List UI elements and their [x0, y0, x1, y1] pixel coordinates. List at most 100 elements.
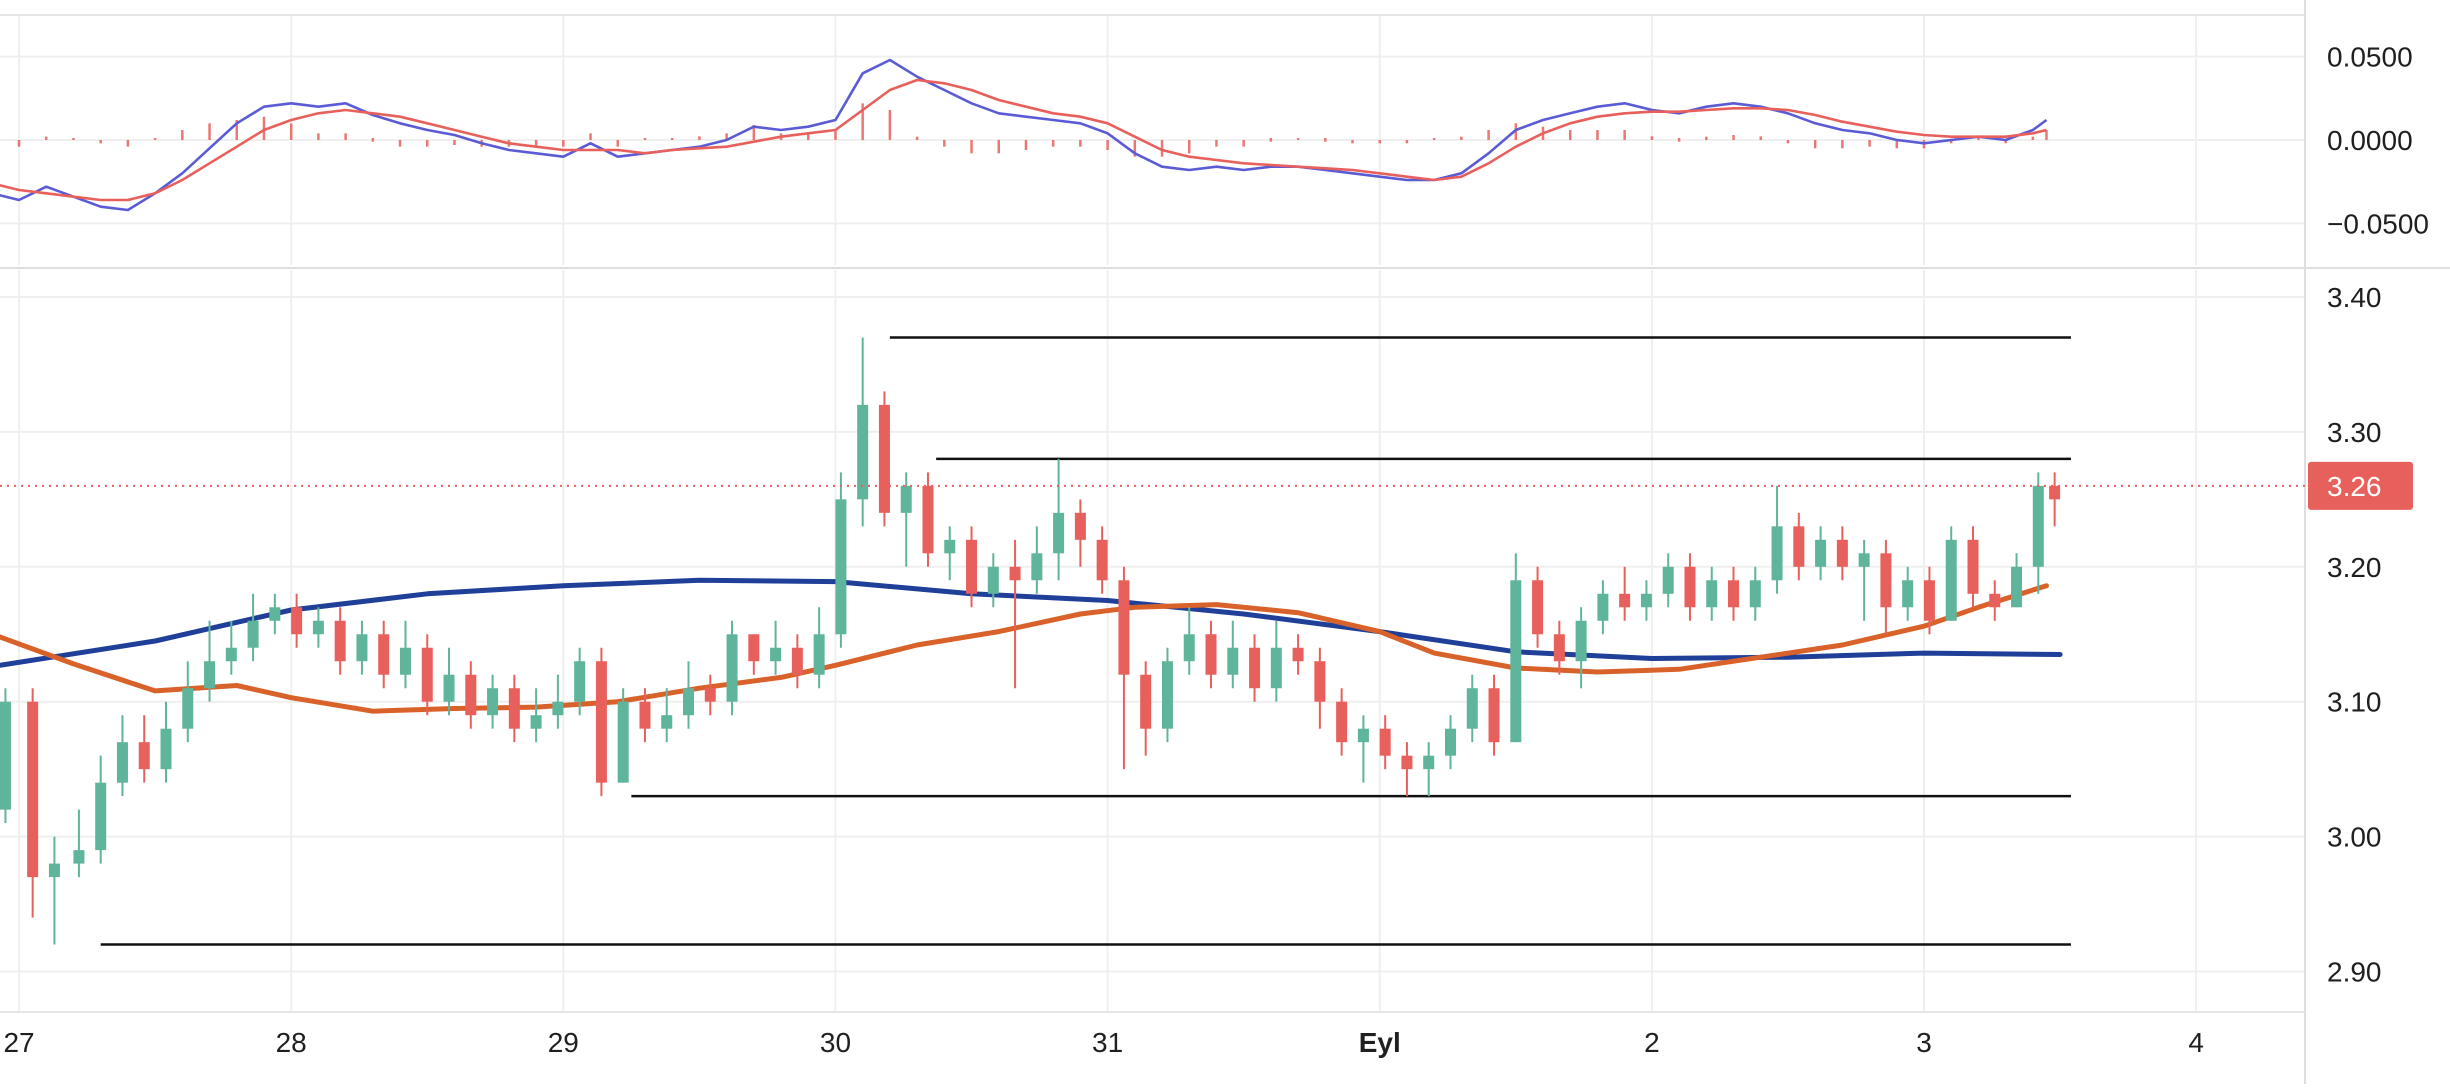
oscillator-grid: [0, 15, 2305, 265]
candle: [1728, 566, 1740, 621]
current-price-badge: 3.26: [2308, 461, 2413, 510]
candle: [312, 607, 324, 648]
candle-body: [791, 647, 803, 675]
candle: [182, 661, 194, 743]
candle-body: [878, 404, 890, 513]
time-tick-label[interactable]: 3: [1916, 1027, 1932, 1058]
time-tick-label[interactable]: 29: [548, 1027, 579, 1058]
candle: [73, 809, 85, 878]
candle-body: [1227, 647, 1239, 675]
candle-body: [138, 742, 150, 770]
candle: [1031, 526, 1043, 594]
candle: [421, 634, 433, 716]
candle: [1880, 539, 1892, 635]
candle: [1444, 715, 1456, 770]
candle-body: [421, 647, 433, 702]
candle: [1858, 539, 1870, 621]
candle: [1749, 566, 1761, 621]
candle: [48, 836, 60, 945]
oscillator-tick-label[interactable]: 0.0000: [2327, 125, 2413, 156]
candle-body: [487, 688, 499, 716]
candle-body: [204, 661, 216, 689]
candle-body: [1161, 661, 1173, 729]
candle-body: [1749, 580, 1761, 608]
candle-body: [247, 620, 259, 648]
candle-body: [334, 620, 346, 662]
candle: [204, 620, 216, 702]
candle: [1336, 688, 1348, 756]
candle-body: [1532, 580, 1544, 635]
price-tick-label[interactable]: 3.10: [2327, 687, 2382, 718]
candle-body: [944, 539, 956, 554]
candle: [574, 647, 586, 716]
time-axis[interactable]: 27 28 29 30 31 Eyl 2 3 4: [3, 1027, 2203, 1058]
candle: [1684, 553, 1696, 621]
time-tick-label[interactable]: 28: [276, 1027, 307, 1058]
price-tick-label[interactable]: 3.30: [2327, 417, 2382, 448]
oscillator-line-signal: [0, 78, 2047, 202]
candle-body: [857, 404, 869, 500]
candle-body: [639, 701, 651, 729]
candle: [116, 715, 128, 797]
time-tick-label[interactable]: 31: [1092, 1027, 1123, 1058]
oscillator-axis[interactable]: 0.0500 0.0000 −0.0500: [2327, 42, 2429, 240]
candle-body: [552, 701, 564, 716]
candle: [639, 688, 651, 743]
candle-body: [443, 674, 455, 702]
candle: [1009, 539, 1021, 689]
time-tick-label[interactable]: 4: [2188, 1027, 2204, 1058]
candle: [922, 472, 934, 567]
price-tick-label[interactable]: 3.20: [2327, 552, 2382, 583]
time-tick-label[interactable]: Eyl: [1359, 1027, 1401, 1058]
candle: [1706, 566, 1718, 621]
candle-body: [1270, 647, 1282, 689]
candle-body: [900, 485, 912, 513]
price-tick-label[interactable]: 3.40: [2327, 282, 2382, 313]
candle-body: [1336, 701, 1348, 743]
candle-body: [27, 701, 39, 878]
price-tick-label[interactable]: 3.00: [2327, 822, 2382, 853]
candle: [1161, 647, 1173, 743]
candle-body: [835, 499, 847, 635]
candle: [247, 593, 259, 662]
candle-body: [1466, 688, 1478, 729]
candle-body: [378, 634, 390, 675]
candle-body: [661, 715, 673, 729]
candle: [334, 607, 346, 675]
candle: [1357, 715, 1369, 783]
candle: [443, 647, 455, 716]
candle: [944, 526, 956, 581]
price-axis[interactable]: 3.40 3.30 3.20 3.10 3.00 2.90: [2327, 282, 2382, 988]
candle-body: [1575, 620, 1587, 662]
candle: [1836, 526, 1848, 581]
candle: [595, 647, 607, 797]
current-price-value: 3.26: [2327, 471, 2382, 502]
price-tick-label[interactable]: 2.90: [2327, 957, 2382, 988]
oscillator-histogram: [17, 103, 2048, 157]
candle: [95, 755, 107, 864]
time-tick-label[interactable]: 30: [820, 1027, 851, 1058]
candle: [1575, 607, 1587, 689]
candle-body: [1488, 688, 1500, 743]
candle-body: [726, 634, 738, 702]
time-tick-label[interactable]: 27: [3, 1027, 34, 1058]
candle: [1510, 553, 1522, 743]
candle: [487, 674, 499, 729]
price-grid: [0, 270, 2305, 1012]
time-tick-label[interactable]: 2: [1644, 1027, 1660, 1058]
candle: [878, 391, 890, 527]
candle-body: [1444, 728, 1456, 756]
candle-body: [748, 634, 760, 662]
candle-body: [1836, 539, 1848, 567]
candle: [1662, 553, 1674, 608]
candle: [857, 337, 869, 527]
candle: [2049, 472, 2061, 527]
oscillator-tick-label[interactable]: 0.0500: [2327, 42, 2413, 73]
candle-body: [2049, 485, 2061, 500]
candle: [791, 634, 803, 689]
moving-average-short: [0, 583, 2049, 714]
oscillator-tick-label[interactable]: −0.0500: [2327, 208, 2429, 239]
candle: [1815, 526, 1827, 581]
